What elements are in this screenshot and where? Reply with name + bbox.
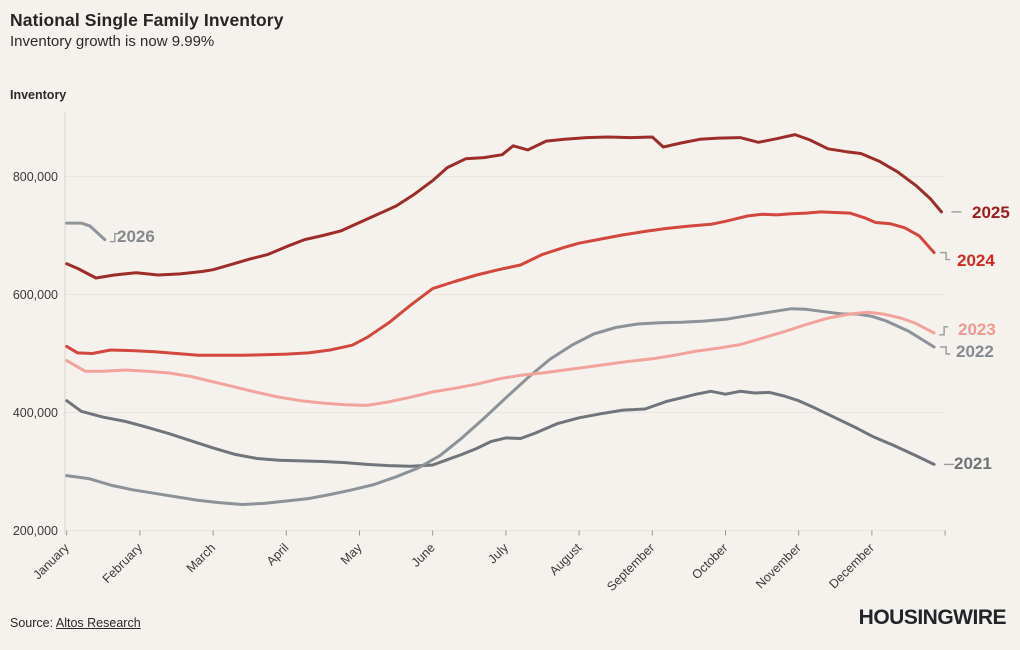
series-label-2023: 2023: [958, 320, 996, 339]
x-tick-label-april: April: [264, 541, 292, 569]
x-tick-label-july: July: [485, 540, 511, 566]
line-2023: [65, 310, 936, 407]
x-tick-label-january: January: [30, 540, 72, 582]
y-axis-title: Inventory: [10, 88, 67, 102]
x-tick-label-august: August: [547, 540, 585, 578]
y-tick-label: 400,000: [13, 406, 58, 420]
source-link[interactable]: Altos Research: [55, 616, 141, 630]
chart-header: National Single Family Inventory Invento…: [10, 10, 284, 50]
x-tick-label-september: September: [604, 541, 657, 594]
label-connector-2022: [940, 346, 951, 355]
series-label-2026: 2026: [117, 227, 155, 246]
series-label-2022: 2022: [956, 342, 994, 361]
housingwire-logo: HOUSINGWIRE: [858, 606, 1007, 629]
label-connector-2024: [940, 251, 951, 261]
x-tick-label-february: February: [100, 540, 146, 586]
series-label-2021: 2021: [954, 454, 992, 473]
label-connector-2023: [939, 326, 949, 336]
y-tick-label: 600,000: [13, 288, 58, 302]
x-tick-label-october: October: [689, 541, 730, 582]
series-label-2024: 2024: [957, 251, 995, 270]
source-label: Source:: [10, 616, 54, 630]
label-connector-2026: [109, 232, 119, 243]
x-tick-label-december: December: [826, 541, 877, 592]
line-2026: [65, 221, 107, 242]
line-2022: [65, 307, 936, 506]
x-tick-label-june: June: [409, 541, 438, 570]
x-tick-label-may: May: [338, 540, 365, 567]
line-2025: [65, 133, 943, 280]
line-2021: [65, 389, 936, 468]
x-tick-label-march: March: [184, 541, 218, 575]
y-tick-label: 200,000: [13, 524, 58, 538]
page-subtitle: Inventory growth is now 9.99%: [10, 33, 215, 50]
x-tick-label-november: November: [753, 541, 804, 592]
page-title: National Single Family Inventory: [10, 10, 284, 30]
y-tick-label: 800,000: [13, 170, 58, 184]
line-2024: [65, 210, 936, 357]
source-attribution: Source: Altos Research: [10, 616, 141, 630]
series-label-2025: 2025: [972, 203, 1010, 222]
